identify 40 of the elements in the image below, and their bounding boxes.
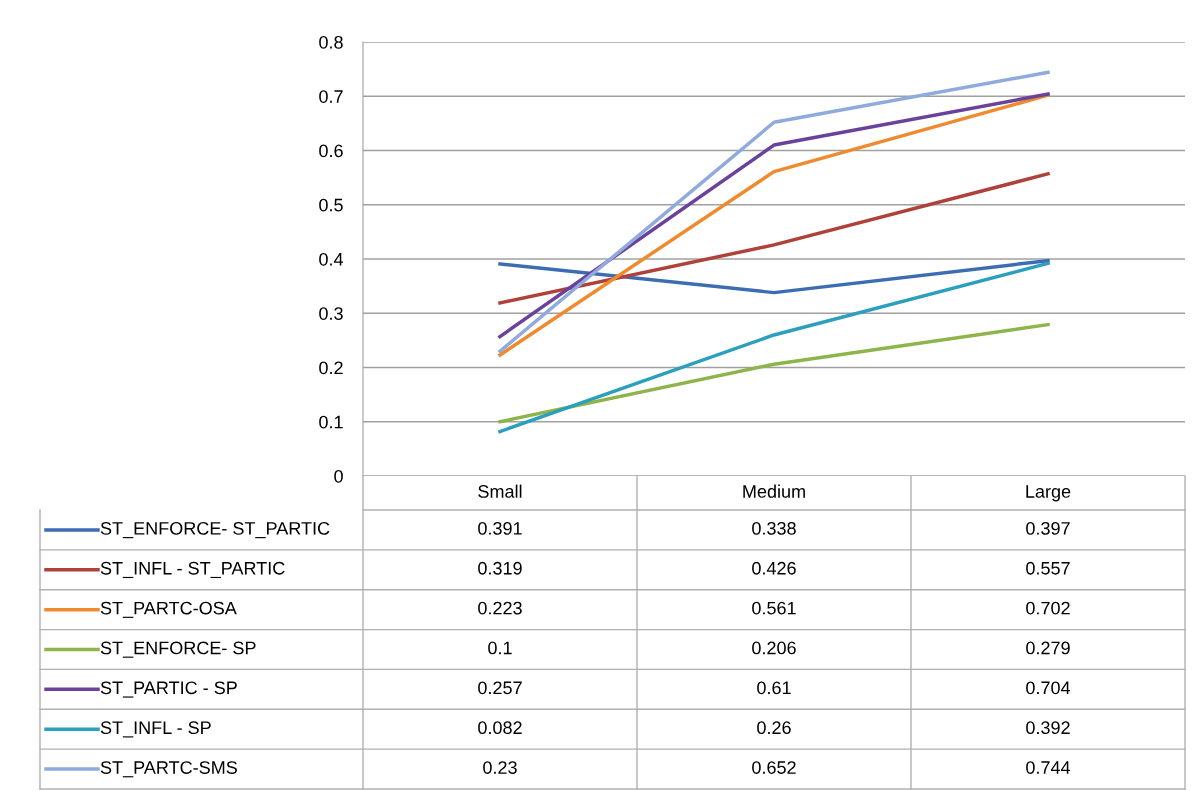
- data-label: 0.1: [488, 641, 512, 655]
- legend-label: ST_INFL - ST_PARTIC: [100, 561, 285, 579]
- legend-label: ST_PARTIC - SP: [100, 681, 237, 698]
- data-label: 0.338: [752, 521, 796, 535]
- legend-label: ST_ENFORCE- SP: [100, 641, 256, 658]
- data-label: 0.223: [478, 601, 522, 615]
- data-label: 0.26: [757, 721, 791, 735]
- y-tick-label: 0.8: [319, 35, 343, 49]
- y-tick-label: 0.3: [319, 307, 343, 320]
- data-label: 0.561: [752, 601, 796, 615]
- y-tick-label: 0.7: [319, 90, 343, 103]
- data-label: 0.082: [478, 721, 522, 735]
- x-tick-label: Large: [1026, 485, 1071, 502]
- y-tick-label: 0.6: [319, 144, 343, 158]
- data-label: 0.557: [1026, 561, 1070, 575]
- data-label: 0.702: [1026, 601, 1070, 615]
- data-label: 0.279: [1026, 641, 1070, 655]
- data-label: 0.426: [752, 561, 796, 575]
- legend-label: ST_PARTC-SMS: [100, 761, 237, 778]
- data-label: 0.744: [1026, 761, 1071, 774]
- data-label: 0.319: [478, 561, 522, 575]
- y-tick-label: 0: [334, 469, 343, 483]
- legend-label: ST_INFL - SP: [100, 721, 211, 738]
- data-label: 0.392: [1026, 721, 1070, 735]
- legend-label: ST_ENFORCE- ST_PARTIC: [100, 521, 330, 539]
- data-label: 0.23: [483, 761, 517, 774]
- y-tick-label: 0.2: [319, 361, 343, 375]
- data-label: 0.206: [752, 641, 796, 655]
- data-label: 0.391: [478, 521, 522, 535]
- data-label: 0.61: [757, 681, 791, 695]
- data-label: 0.257: [478, 681, 522, 695]
- y-tick-label: 0.4: [319, 252, 344, 266]
- data-label: 0.397: [1026, 521, 1070, 535]
- x-tick-label: Medium: [743, 484, 805, 498]
- data-label: 0.652: [752, 761, 796, 774]
- legend-label: ST_PARTC-OSA: [100, 601, 237, 618]
- x-tick-label: Small: [478, 484, 522, 498]
- y-tick-label: 0.1: [319, 415, 343, 429]
- y-tick-label: 0.5: [319, 198, 343, 212]
- data-label: 0.704: [1026, 681, 1071, 695]
